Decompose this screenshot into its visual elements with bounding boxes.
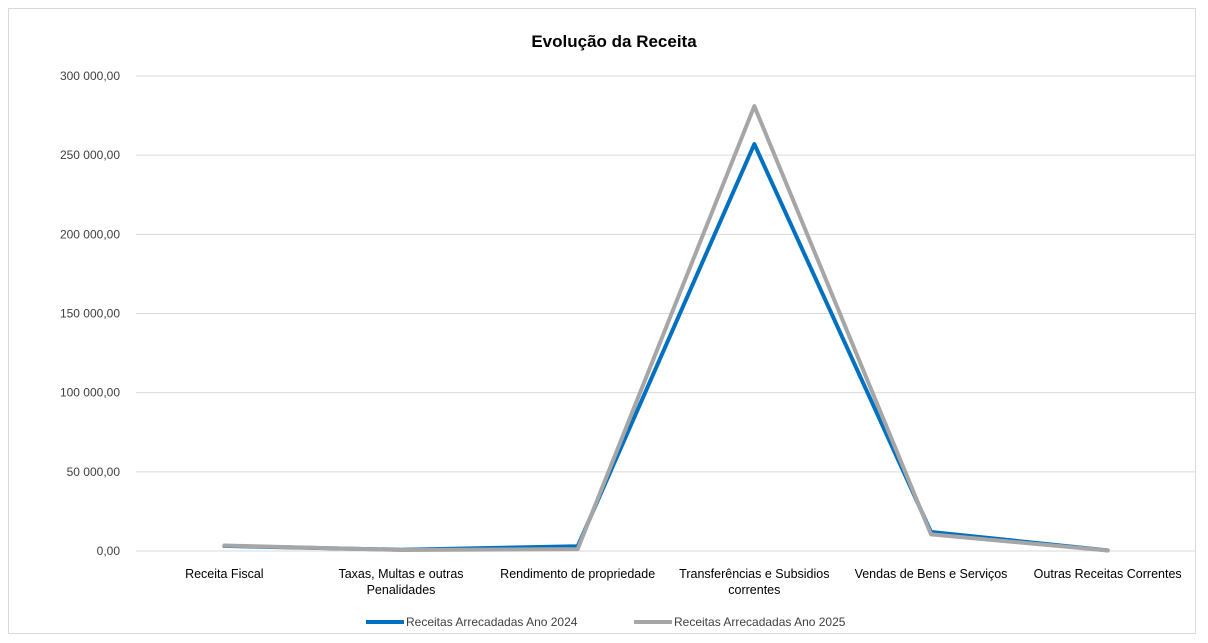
y-axis-tick-labels: 0,00 50 000,00 100 000,00 150 000,00 200 000… [60, 69, 120, 558]
x-category-label: Taxas, Multas e outras Penalidades [338, 567, 463, 597]
legend-label: Receitas Arrecadadas Ano 2024 [406, 615, 578, 629]
y-tick-label: 150 000,00 [60, 307, 120, 321]
y-tick-label: 300 000,00 [60, 69, 120, 83]
x-axis-category-labels: Receita Fiscal Taxas, Multas e outras Pena… [185, 567, 1182, 597]
chart-area [8, 8, 1196, 634]
y-tick-label: 200 000,00 [60, 227, 120, 241]
chart-title: Evolução da Receita [531, 32, 697, 51]
x-category-label: Transferências e Subsidios correntes [679, 567, 829, 597]
x-category-label: Rendimento de propriedade [500, 567, 655, 581]
series-line-2 [222, 104, 1110, 553]
legend-label: Receitas Arrecadadas Ano 2025 [674, 615, 846, 629]
y-tick-label: 0,00 [97, 544, 121, 558]
y-tick-label: 100 000,00 [60, 386, 120, 400]
y-tick-label: 50 000,00 [67, 465, 121, 479]
gridlines [136, 75, 1196, 552]
x-category-label: Receita Fiscal [185, 567, 264, 581]
x-category-label: Outras Receitas Correntes [1034, 567, 1182, 581]
y-tick-label: 250 000,00 [60, 148, 120, 162]
series-line-1 [222, 142, 1110, 553]
x-category-label: Vendas de Bens e Serviços [855, 567, 1008, 581]
series-lines [222, 104, 1110, 553]
legend: Receitas Arrecadadas Ano 2024 Receitas Ar… [366, 615, 846, 629]
